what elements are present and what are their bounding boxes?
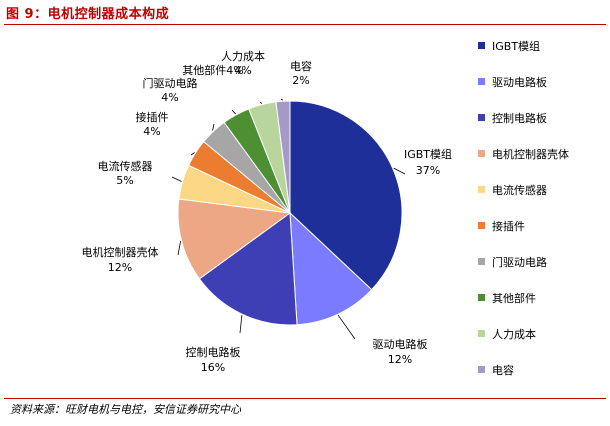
slice-labels: IGBT模组 37% 驱动电路板 12% 控制电路板 16% 电机控制器壳体 12% 电流传感器… (82, 49, 453, 374)
leader-line-2 (337, 314, 356, 340)
legend-label: 控制电路板 (492, 112, 547, 125)
slice-name-10: 电容 (290, 59, 312, 73)
legend-item-4: 电机控制器壳体 (478, 146, 569, 182)
slice-value-1: 37% (416, 164, 440, 177)
slice-label-5: 电流传感器 5% (98, 159, 153, 187)
legend-label: 电容 (492, 364, 514, 377)
slice-label-2: 驱动电路板 12% (373, 337, 428, 366)
legend-item-2: 驱动电路板 (478, 74, 569, 110)
leader-lines (171, 98, 406, 340)
slice-name-3: 控制电路板 (186, 345, 241, 359)
legend-label: 接插件 (492, 220, 525, 233)
slice-value-9: 4% (234, 64, 251, 77)
footer-divider (4, 398, 606, 399)
legend-label: 电流传感器 (492, 184, 547, 197)
legend-label: 门驱动电路 (492, 256, 547, 269)
slice-name-6: 接插件 (136, 110, 169, 124)
legend-label: IGBT模组 (492, 40, 541, 53)
slice-name-7: 门驱动电路 (143, 76, 198, 90)
chart-legend: IGBT模组 驱动电路板控制电路板电机控制器壳体 电流传感器接插件门驱动电路其他部件… (478, 38, 569, 398)
legend-swatch (478, 114, 485, 121)
leader-line-3 (239, 315, 243, 334)
slice-value-4: 12% (108, 261, 132, 274)
legend-swatch (478, 258, 485, 265)
legend-item-10: 电容 (478, 362, 569, 398)
slice-label-1: IGBT模组 37% (404, 147, 452, 177)
legend-swatch (478, 366, 485, 373)
leader-line-4 (177, 241, 181, 256)
pie-slice-10 (275, 100, 291, 214)
legend-item-8: 其他部件 (478, 290, 569, 326)
slice-label-3: 控制电路板 16% (186, 345, 241, 374)
legend-item-3: 控制电路板 (478, 110, 569, 146)
legend-item-6: 接插件 (478, 218, 569, 254)
legend-swatch (478, 78, 485, 85)
source-note: 资料来源：旺财电机与电控，安信证券研究中心 (10, 403, 241, 416)
slice-name-9: 人力成本 (221, 49, 265, 63)
slice-name-4: 电机控制器壳体 (82, 245, 159, 259)
slice-name-5: 电流传感器 (98, 159, 153, 173)
slice-value-6: 4% (143, 125, 160, 138)
legend-item-9: 人力成本 (478, 326, 569, 362)
slice-name-2: 驱动电路板 (373, 337, 428, 351)
leader-line-8 (231, 109, 236, 115)
pie-slice-1 (289, 100, 403, 291)
leader-line-1 (393, 167, 406, 175)
legend-label: 人力成本 (492, 328, 536, 341)
slice-label-9: 人力成本 4% (221, 49, 265, 77)
legend-item-7: 门驱动电路 (478, 254, 569, 290)
leader-line-10 (280, 98, 284, 101)
slice-label-4: 电机控制器壳体 12% (82, 245, 159, 274)
pie-slice-3 (198, 212, 298, 326)
slice-label-7: 门驱动电路 4% (143, 76, 198, 104)
legend-swatch (478, 150, 485, 157)
slice-value-7: 4% (161, 91, 178, 104)
slice-value-2: 12% (388, 353, 412, 366)
slice-label-6: 接插件 4% (136, 110, 169, 138)
leader-line-9 (259, 101, 263, 104)
pie-slice-2 (289, 211, 373, 326)
slice-name-1: IGBT模组 (404, 147, 452, 161)
pie-slices (177, 100, 403, 326)
leader-line-6 (190, 152, 195, 156)
slice-value-5: 5% (116, 174, 133, 187)
pie-slice-4 (177, 198, 292, 280)
legend-swatch (478, 294, 485, 301)
leader-line-5 (171, 176, 182, 182)
legend-item-1: IGBT模组 (478, 38, 569, 74)
chart-title: 图 9：电机控制器成本构成 (6, 7, 170, 22)
legend-swatch (478, 186, 485, 193)
slice-label-10: 电容 2% (290, 59, 312, 87)
legend-swatch (478, 330, 485, 337)
legend-swatch (478, 42, 485, 49)
title-divider (4, 24, 606, 25)
legend-swatch (478, 222, 485, 229)
legend-label: 驱动电路板 (492, 76, 547, 89)
legend-item-5: 电流传感器 (478, 182, 569, 218)
slice-value-10: 2% (292, 74, 309, 87)
slice-label-8: 其他部件4% (182, 63, 243, 77)
legend-label: 其他部件 (492, 292, 536, 305)
slice-value-3: 16% (201, 361, 225, 374)
legend-label: 电机控制器壳体 (492, 148, 569, 161)
leader-line-7 (212, 123, 215, 131)
